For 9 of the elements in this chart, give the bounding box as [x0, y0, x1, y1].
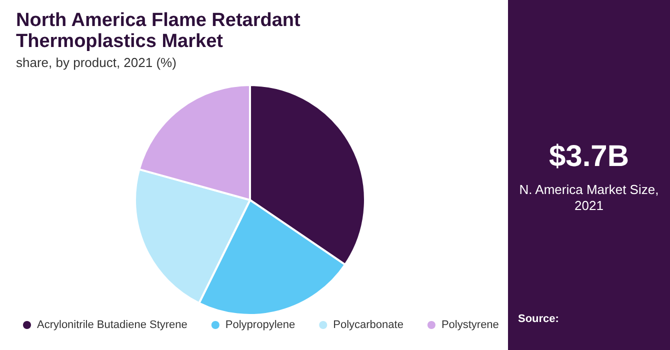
text: N. America Market Size, 2021 [518, 182, 660, 214]
chart-subtitle: share, by product, 2021 (%) [16, 55, 176, 70]
legend-label: Polystyrene [441, 319, 499, 331]
legend-label: Polypropylene [225, 319, 296, 331]
chart-title: North America Flame Retardant Thermoplastics Market [16, 10, 302, 52]
text: $3.7B [548, 140, 630, 174]
legend-label: Polycarbonate [333, 319, 404, 331]
legend-label: Acrylonitrile Butadiene Styrene [37, 319, 188, 331]
source-note: Source: [518, 313, 559, 325]
